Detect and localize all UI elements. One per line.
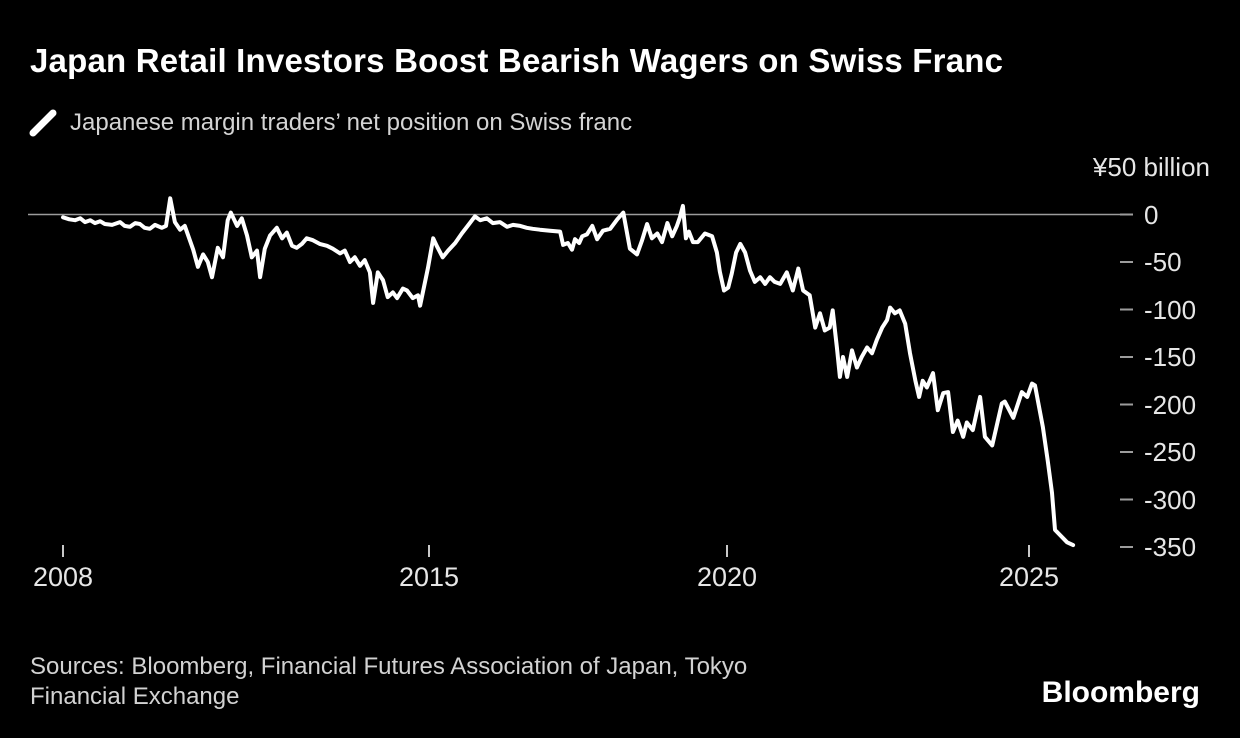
y-tick-label: 0 bbox=[1144, 199, 1159, 230]
y-tick-label: -250 bbox=[1144, 437, 1197, 467]
x-tick-label: 2025 bbox=[998, 562, 1060, 592]
y-axis-unit-label: ¥50 billion bbox=[1092, 152, 1210, 182]
y-tick-label: -150 bbox=[1144, 342, 1197, 372]
x-tick-label: 2008 bbox=[32, 562, 94, 592]
y-tick-label: -200 bbox=[1144, 389, 1197, 420]
chart-title: Japan Retail Investors Boost Bearish Wag… bbox=[30, 42, 1004, 79]
sources-note: Sources: Bloomberg, Financial Futures As… bbox=[30, 652, 747, 712]
y-tick-label: -350 bbox=[1144, 532, 1197, 562]
y-tick-label: -300 bbox=[1144, 484, 1197, 515]
bloomberg-logo: Bloomberg bbox=[1041, 676, 1200, 709]
x-tick-label: 2015 bbox=[398, 562, 460, 592]
sources-line-1: Sources: Bloomberg, Financial Futures As… bbox=[30, 653, 748, 680]
legend-label: Japanese margin traders’ net position on… bbox=[70, 109, 633, 136]
x-tick-label: 2020 bbox=[696, 562, 758, 592]
legend: Japanese margin traders’ net position on… bbox=[28, 106, 632, 140]
sources-line-2: Financial Exchange bbox=[30, 683, 240, 710]
y-tick-label: -100 bbox=[1144, 294, 1197, 325]
line-series-marker-icon bbox=[29, 109, 57, 137]
y-tick-label: -50 bbox=[1144, 247, 1182, 277]
series-line bbox=[61, 196, 1076, 548]
